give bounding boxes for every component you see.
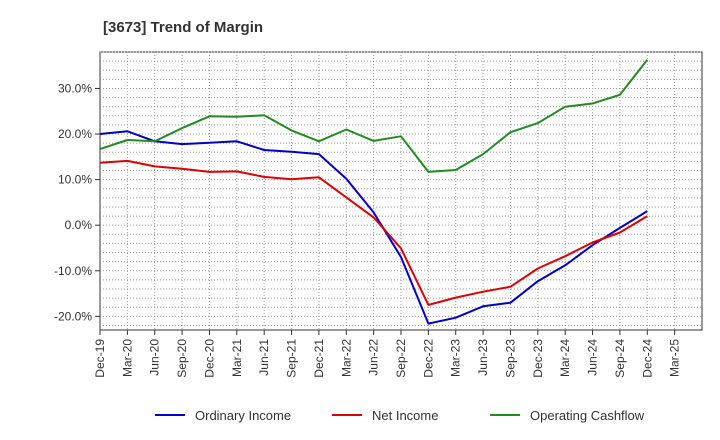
series-line-net-income [99, 159, 648, 306]
x-tick-label: Mar-23 [449, 339, 463, 377]
x-tick-label: Sep-22 [394, 339, 408, 378]
grid-lines [100, 51, 702, 330]
y-tick-label: 10.0% [58, 173, 92, 187]
y-tick-label: 0.0% [65, 218, 93, 232]
x-tick-label: Sep-21 [285, 339, 299, 378]
x-tick-label: Mar-25 [668, 339, 682, 377]
x-tick-label: Jun-21 [257, 339, 271, 376]
chart-title: [3673] Trend of Margin [103, 19, 263, 36]
x-tick-label: Dec-19 [93, 339, 107, 378]
legend-label: Net Income [372, 408, 438, 423]
x-tick-label: Sep-20 [175, 339, 189, 378]
x-tick-label: Dec-23 [531, 339, 545, 378]
series-line-operating-cashflow [99, 59, 649, 173]
x-tick-label: Jun-23 [476, 339, 490, 376]
y-tick-label: -20.0% [54, 309, 92, 323]
y-tick-label: 20.0% [58, 127, 92, 141]
x-tick-label: Jun-22 [367, 339, 381, 376]
x-tick-label: Dec-22 [421, 339, 435, 378]
x-tick-label: Mar-24 [558, 339, 572, 377]
series-line-ordinary-income [99, 130, 648, 325]
y-axis: -20.0% -10.0% 0.0% 10.0% 20.0% 30.0% [54, 81, 100, 323]
x-tick-label: Mar-22 [339, 339, 353, 377]
x-axis: Dec-19 Mar-20 Jun-20 Sep-20 Dec-20 Mar-21 Jun-… [93, 330, 682, 378]
x-tick-label: Jun-24 [586, 339, 600, 376]
x-tick-label: Dec-20 [202, 339, 216, 378]
x-tick-label: Mar-21 [230, 339, 244, 377]
x-tick-label: Dec-21 [312, 339, 326, 378]
legend: Ordinary Income Net Income Operating Cashf… [155, 408, 645, 423]
x-tick-label: Dec-24 [640, 339, 654, 378]
x-tick-label: Mar-20 [120, 339, 134, 377]
y-tick-label: -10.0% [54, 264, 92, 278]
legend-label: Operating Cashflow [530, 408, 645, 423]
legend-label: Ordinary Income [195, 408, 291, 423]
x-tick-label: Sep-24 [613, 339, 627, 378]
x-tick-label: Jun-20 [148, 339, 162, 376]
y-tick-label: 30.0% [58, 81, 92, 95]
series-lines [99, 59, 649, 325]
x-tick-label: Sep-23 [503, 339, 517, 378]
